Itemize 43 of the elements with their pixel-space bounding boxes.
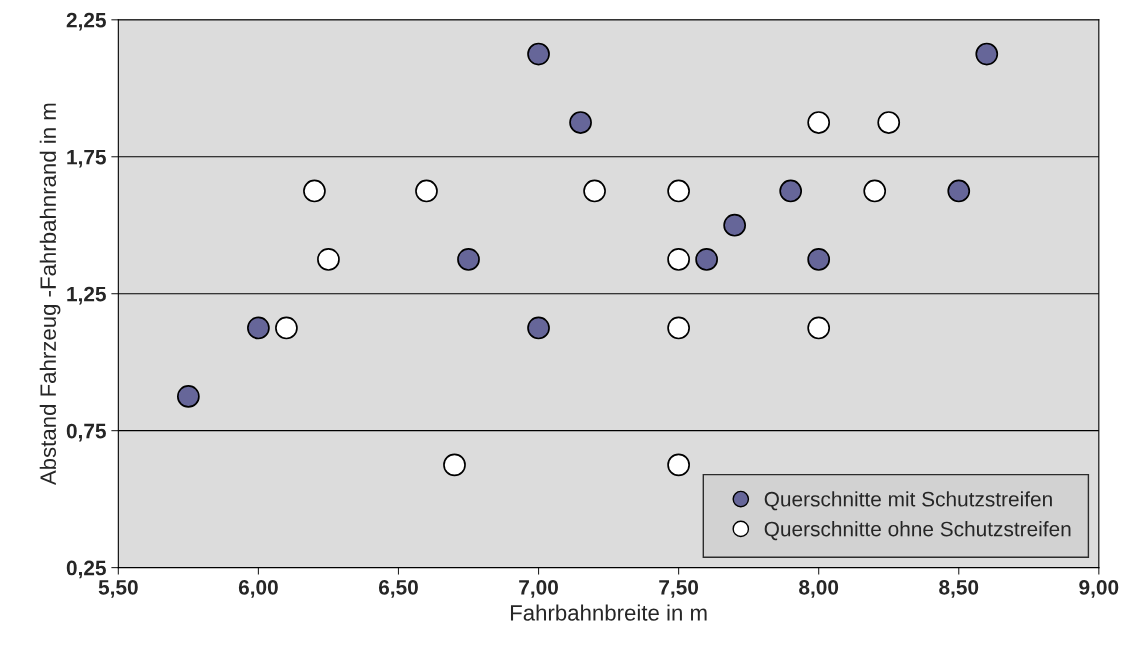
x-tick-label: 5,50 [98, 579, 138, 598]
y-axis-title: Abstand Fahrzeug -Fahrbahnrand in m [39, 103, 61, 486]
point [667, 453, 690, 477]
y-tick-label: 0,75 [66, 423, 106, 442]
point [779, 179, 803, 203]
point [303, 179, 326, 203]
point [807, 111, 831, 134]
x-tick-label: 7,50 [659, 579, 699, 598]
legend-label: Querschnitte mit Schutzstreifen [764, 491, 1052, 511]
point [177, 385, 200, 408]
y-tick-label: 2,25 [66, 12, 106, 31]
point [247, 316, 270, 340]
point [569, 111, 592, 134]
x-tick-label: 6,50 [378, 579, 418, 598]
y-tick-label: 1,25 [67, 286, 106, 305]
point [723, 213, 747, 237]
x-tick-label: 8,00 [799, 579, 839, 598]
point [443, 453, 466, 477]
x-tick-label: 6,00 [238, 579, 278, 598]
x-tick-label: 9,00 [1079, 579, 1119, 598]
point [317, 248, 340, 271]
point [415, 179, 438, 203]
point [947, 179, 971, 203]
x-tick-label: 8,50 [939, 579, 979, 598]
point [695, 248, 718, 271]
x-axis-title: Fahrbahnbreite in m [510, 604, 707, 621]
point [457, 248, 480, 271]
legend-label: Querschnitte ohne Schutzstreifen [764, 521, 1071, 541]
point [667, 316, 690, 340]
point [863, 179, 887, 203]
point [667, 179, 690, 203]
point [667, 248, 690, 271]
point [583, 179, 606, 203]
point [975, 42, 999, 66]
point [807, 248, 831, 271]
point [275, 316, 298, 340]
point [877, 111, 901, 134]
y-tick-label: 0,25 [66, 560, 106, 579]
y-tick-label: 1,75 [67, 149, 106, 168]
point [527, 42, 550, 66]
x-tick-label: 7,00 [519, 579, 558, 598]
point [527, 316, 550, 340]
point [807, 316, 831, 340]
